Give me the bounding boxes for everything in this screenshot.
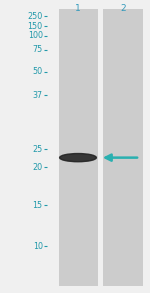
- Bar: [58, 9, 98, 286]
- Text: 75: 75: [33, 45, 43, 54]
- Text: 1: 1: [75, 4, 81, 13]
- Text: 250: 250: [27, 12, 43, 21]
- Text: 100: 100: [28, 31, 43, 40]
- Bar: [103, 9, 142, 286]
- Text: 150: 150: [28, 22, 43, 31]
- Text: 20: 20: [33, 163, 43, 171]
- Text: 10: 10: [33, 242, 43, 251]
- Text: 25: 25: [33, 145, 43, 154]
- Text: 2: 2: [120, 4, 126, 13]
- Ellipse shape: [60, 154, 96, 162]
- Text: 15: 15: [33, 201, 43, 209]
- Text: 50: 50: [33, 67, 43, 76]
- Text: 37: 37: [33, 91, 43, 100]
